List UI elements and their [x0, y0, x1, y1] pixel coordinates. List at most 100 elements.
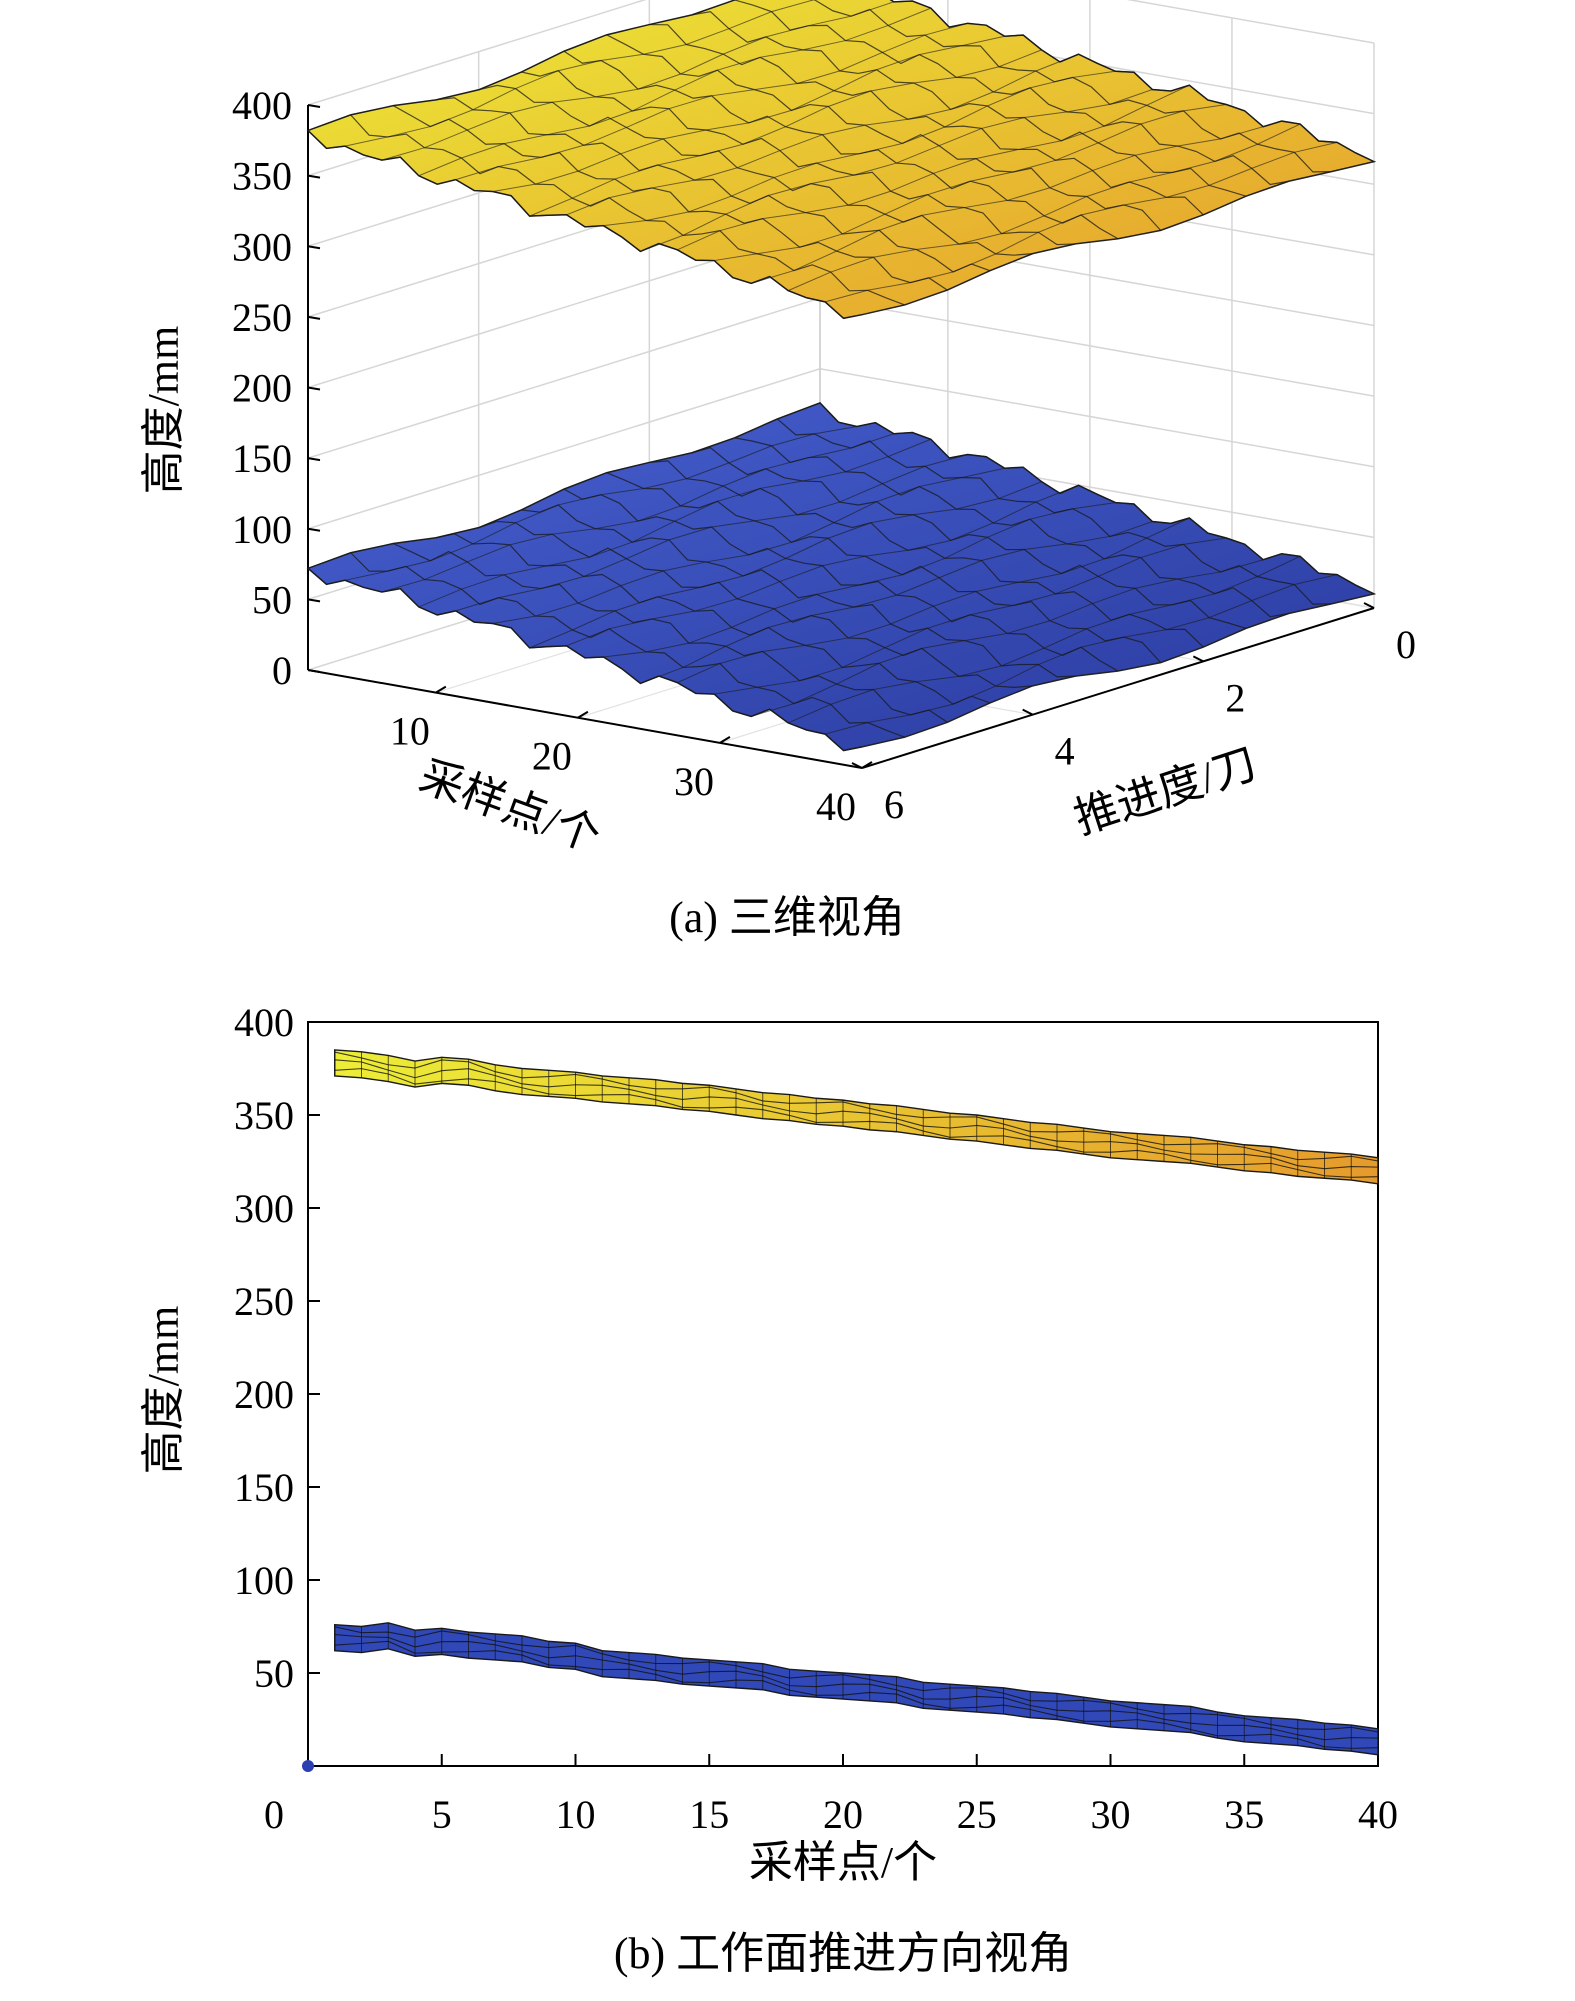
mesh-line: [563, 50, 1119, 240]
x-tick-label: 30: [674, 759, 714, 804]
mesh-line: [529, 49, 1042, 217]
mesh-line: [714, 103, 1227, 262]
mesh-line: [344, 425, 858, 581]
panel-b-ticks: 0 5 10 15 20 25 30 35 40 50 100 150 200 250 300 350 400: [234, 1000, 1398, 1837]
x-tick-mark: [577, 710, 589, 719]
mesh-line: [307, 402, 821, 569]
mesh-line: [824, 574, 1338, 735]
mesh-line: [889, 0, 1375, 163]
panel-b-bands: [334, 1049, 1379, 1756]
mesh-line: [455, 22, 968, 181]
mesh-line: [344, 0, 816, 147]
mesh-line: [603, 502, 1116, 658]
x-tick-label: 10: [556, 1792, 596, 1837]
x-tick-label: 10: [390, 709, 430, 754]
y-tick-label: 0: [1396, 622, 1416, 667]
x-tick-mark: [435, 685, 447, 694]
mesh-line: [478, 84, 1033, 256]
y-tick-label: 400: [234, 1000, 294, 1045]
x-tick-mark: [719, 736, 731, 744]
surface-patch: [306, 0, 1377, 320]
mesh-line: [334, 1051, 1379, 1162]
mesh-line: [677, 84, 1190, 251]
y-tick-label: 250: [234, 1279, 294, 1324]
panel-b-side-view: 0 5 10 15 20 25 30 35 4050100150200250300350400 …: [139, 1000, 1398, 1978]
y-tick-label: 4: [1055, 729, 1075, 774]
mesh-line: [691, 11, 1247, 197]
x-tick-mark: [861, 761, 873, 769]
mesh-line: [824, 141, 1338, 303]
mesh-line: [381, 433, 895, 593]
mesh-line: [606, 472, 1162, 664]
mesh-line: [714, 537, 1227, 695]
z-tick-label: 200: [232, 366, 292, 411]
mesh-line: [787, 123, 1301, 292]
y-axis: [861, 607, 1375, 769]
top-band: [334, 1049, 1379, 1185]
x-tick-label: 5: [432, 1792, 452, 1837]
mesh-line: [640, 521, 1153, 684]
mesh-line: [435, 533, 991, 705]
z-tick-label: 100: [232, 507, 292, 552]
mesh-line: [649, 23, 1204, 216]
mesh-line: [455, 454, 968, 612]
mesh-line: [566, 484, 1079, 647]
y-tick-mark: [851, 762, 863, 769]
y-tick-mark: [1022, 708, 1034, 716]
x-tick-label: 20: [532, 734, 572, 779]
mesh-line: [492, 35, 1005, 193]
z-tick-label: 400: [232, 83, 292, 128]
mesh-line: [478, 520, 1033, 689]
mesh-line: [819, 402, 1375, 595]
mesh-line: [751, 559, 1264, 717]
mesh-line: [734, 437, 1289, 618]
panel-a-z-axis-label: 高度/mm: [139, 326, 188, 495]
y-tick-label: 300: [234, 1186, 294, 1231]
x-tick-label: 35: [1224, 1792, 1264, 1837]
z-tick-label: 300: [232, 224, 292, 269]
z-tick-mark: [307, 457, 321, 462]
mesh-line: [521, 70, 1076, 246]
mesh-line: [776, 418, 1332, 605]
mesh-line: [603, 70, 1116, 227]
mesh-line: [563, 488, 1119, 672]
z-tick-mark: [307, 174, 321, 179]
mesh-line: [640, 89, 1153, 252]
panel-b-caption: (b) 工作面推进方向视角: [614, 1929, 1072, 1978]
panel-b-origin-marker: [302, 1760, 314, 1772]
mesh-line: [492, 467, 1005, 624]
mesh-line: [734, 0, 1289, 186]
x-tick-label: 40: [816, 784, 856, 829]
y-tick-label: 350: [234, 1093, 294, 1138]
mesh-line: [606, 34, 1162, 231]
panel-b-y-axis-label: 高度/mm: [139, 1306, 188, 1475]
mesh-line: [334, 1068, 1379, 1178]
mesh-line: [691, 447, 1247, 629]
y-tick-label: 2: [1225, 675, 1245, 720]
mesh-line: [350, 114, 905, 306]
z-tick-mark: [307, 104, 321, 108]
z-tick-mark: [307, 386, 321, 391]
panel-a-y-axis-label: 推进度/刀: [1068, 739, 1262, 844]
mesh-line: [418, 438, 931, 608]
mesh-line: [334, 1626, 1379, 1733]
z-tick-mark: [307, 245, 321, 250]
mesh-line: [418, 7, 931, 177]
band-area: [334, 1622, 1379, 1756]
y-tick-label: 100: [234, 1558, 294, 1603]
z-tick-label: 0: [272, 648, 292, 693]
x-tick-label: 20: [823, 1792, 863, 1837]
z-tick-mark: [307, 669, 321, 673]
x-tick-label: 25: [957, 1792, 997, 1837]
x-tick-label: 40: [1358, 1792, 1398, 1837]
mesh-line: [566, 53, 1079, 216]
z-tick-label: 150: [232, 436, 292, 481]
x-tick-label: 0: [264, 1792, 284, 1837]
y-tick-label: 150: [234, 1465, 294, 1510]
panel-b-x-axis-label: 采样点/个: [749, 1838, 937, 1887]
panel-a-axes: [307, 104, 1375, 769]
y-tick-label: 50: [254, 1651, 294, 1696]
x-tick-label: 15: [689, 1792, 729, 1837]
mesh-line: [751, 126, 1264, 284]
